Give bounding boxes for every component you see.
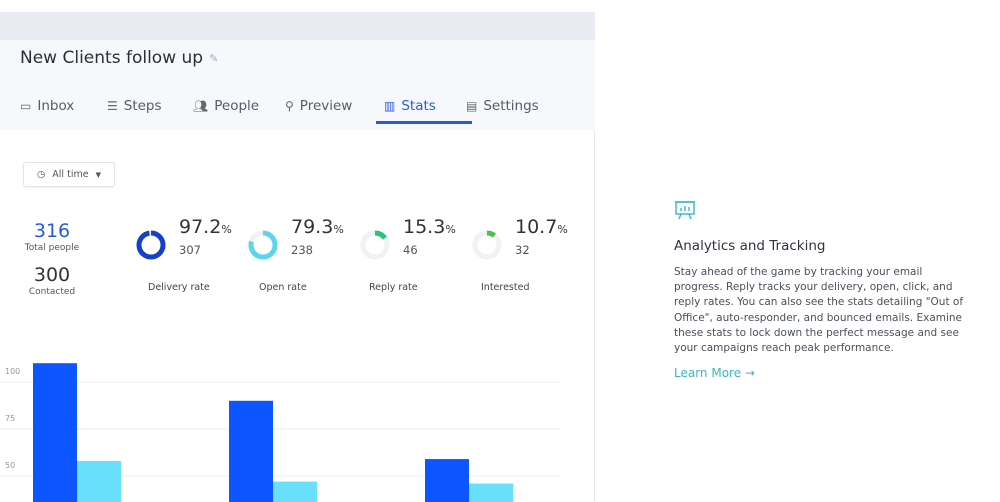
presentation-chart-icon (675, 201, 695, 220)
donut-gauge (472, 230, 502, 260)
donut-fill (248, 230, 278, 260)
donut-gauge (360, 230, 390, 260)
feature-title: Analytics and Tracking (674, 238, 826, 254)
total-people-label: Total people (24, 243, 80, 253)
y-tick-label: 75 (5, 414, 15, 423)
campaign-title-text: New Clients follow up (20, 48, 204, 68)
donut-fill (472, 230, 502, 260)
inbox-icon: ▭ (20, 99, 32, 113)
contacted-label: Contacted (28, 287, 76, 297)
tab-label: Stats (401, 98, 436, 114)
time-filter-dropdown[interactable]: ◷ All time ▼ (23, 162, 115, 187)
bar-chart: 50 75 100 (0, 363, 560, 502)
feature-description: Stay ahead of the game by tracking your … (674, 266, 964, 355)
people-icon: 👥︎ (193, 99, 209, 113)
presentation-chart-icon: ▥ (384, 99, 396, 113)
campaign-header (0, 40, 595, 130)
tab-bar: ▭ Inbox ☰ Steps 👥︎ People ⚲ Preview ▥ Stats ▤… (20, 89, 556, 124)
y-tick-label: 50 (5, 461, 15, 470)
metric-count: 32 (515, 243, 530, 257)
campaign-title: New Clients follow up ✎ (20, 48, 218, 68)
tab-label: People (214, 98, 260, 114)
metric-percent: 10.7% (515, 216, 568, 238)
bar (273, 481, 317, 502)
tab-label: Steps (123, 98, 162, 114)
y-tick-label: 100 (5, 367, 20, 376)
search-icon: ⚲ (285, 99, 294, 113)
donut-fill (136, 230, 166, 260)
bar (229, 400, 273, 502)
metric-percent: 15.3% (403, 216, 456, 238)
chevron-down-icon: ▼ (95, 170, 101, 179)
total-people-stat: 316 Total people (22, 220, 82, 253)
donut-gauge (248, 230, 278, 260)
tab-people[interactable]: 👥︎ People (193, 89, 285, 123)
metric-label: Open rate (259, 282, 307, 293)
metric-percent: 97.2% (179, 216, 232, 238)
contacted-value: 300 (33, 264, 71, 286)
tab-steps[interactable]: ☰ Steps (107, 89, 193, 123)
tab-preview[interactable]: ⚲ Preview (285, 89, 384, 123)
metric-label: Interested (481, 282, 530, 293)
tab-label: Preview (299, 98, 353, 114)
donut-fill (360, 230, 390, 260)
settings-form-icon: ▤ (466, 99, 478, 113)
bar (33, 363, 77, 502)
donut-track (472, 230, 502, 260)
bar (469, 483, 513, 502)
contacted-stat: 300 Contacted (22, 264, 82, 297)
metric-percent: 79.3% (291, 216, 344, 238)
edit-pencil-icon[interactable]: ✎ (209, 51, 219, 65)
campaign-card: New Clients follow up ✎ ▭ Inbox ☰ Steps 👥︎… (0, 12, 595, 502)
tab-settings[interactable]: ▤ Settings (466, 89, 556, 123)
metric-count: 238 (291, 243, 313, 257)
total-people-value: 316 (33, 220, 71, 242)
tab-stats[interactable]: ▥ Stats (376, 89, 472, 124)
tab-label: Inbox (37, 98, 75, 114)
bar (425, 459, 469, 502)
time-filter-value: All time (52, 169, 89, 180)
metric-label: Delivery rate (148, 282, 210, 293)
clock-icon: ◷ (37, 169, 46, 180)
metric-count: 307 (179, 243, 201, 257)
top-band (0, 12, 595, 40)
learn-more-link[interactable]: Learn More → (674, 366, 755, 381)
donut-gauge (136, 230, 166, 260)
list-icon: ☰ (107, 99, 118, 113)
feature-panel: Analytics and Tracking Stay ahead of the… (674, 200, 964, 381)
metric-count: 46 (403, 243, 418, 257)
bar (77, 460, 121, 502)
metric-label: Reply rate (369, 282, 418, 293)
tab-inbox[interactable]: ▭ Inbox (20, 89, 107, 123)
tab-label: Settings (483, 98, 539, 114)
